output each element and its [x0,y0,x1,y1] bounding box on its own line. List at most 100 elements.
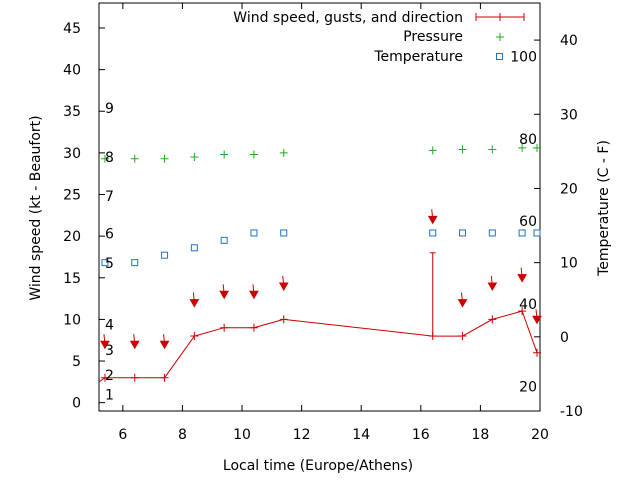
pressure-point [249,150,258,159]
temperature-point [429,229,437,237]
x-tick-label: 16 [412,427,430,443]
y-tick-label: 10 [63,312,81,328]
temperature-point [101,259,109,267]
legend-wind-label: Wind speed, gusts, and direction [233,10,463,26]
pressure-point [160,154,169,163]
x-tick-label: 8 [178,427,187,443]
beaufort-label: 6 [105,227,114,243]
wind-direction-arrow-head [129,340,140,350]
x-tick-label: 18 [471,427,489,443]
wind-speed-point [130,373,139,382]
wind-speed-point [458,332,467,341]
legend-wind-marker [496,13,504,21]
wind-speed-point [249,323,258,332]
wind-direction-arrow-head [517,274,527,283]
temperature-point [518,229,526,237]
beaufort-label: 7 [105,189,114,205]
x-tick-label: 10 [233,427,251,443]
wind-speed-point [518,307,527,316]
beaufort-label: 8 [105,150,114,166]
pressure-point [533,143,542,152]
beaufort-label: 1 [105,387,114,403]
y-axis-label: Wind speed (kt - Beaufort) [28,115,44,300]
wind-speed-point [100,373,109,382]
wind-speed-point [160,373,169,382]
wind-speed-point [220,323,229,332]
temperature-point [533,229,541,237]
data-layer [98,143,542,383]
wind-direction-arrow-head [427,215,438,225]
wind-direction-arrow-head [457,299,468,308]
plot-frame [98,2,541,412]
wind-speed-point [190,332,199,341]
label-layer: 6 8 10 12 14 16 18 20051015202530354045-1001020… [63,21,583,443]
pressure-point [220,150,229,159]
pressure-point [279,148,288,157]
wind-direction-arrow-head [100,340,110,350]
x-tick-label: 14 [352,427,370,443]
y-tick-label: 0 [72,396,81,412]
beaufort-label: 9 [105,101,114,117]
legend-temperature-label: Temperature [373,49,463,65]
wind-direction-arrow-head [249,290,259,300]
beaufort-label: 4 [105,317,114,333]
y-tick-label: 20 [63,229,81,245]
pressure-point [488,145,497,154]
y-tick-label: 45 [63,21,81,37]
y-tick-label: 30 [63,146,81,162]
y2-tick-label: 40 [560,33,578,49]
fahrenheit-label: 80 [519,132,537,148]
legend: Wind speed, gusts, and direction Pressur… [233,10,525,65]
fahrenheit-label: 40 [519,297,537,313]
y-tick-label: 25 [63,188,81,204]
y2-tick-label: -10 [560,404,583,420]
wind-speed-point [279,315,288,324]
wind-direction-arrow-head [189,299,200,308]
wind-direction-arrow-head [487,282,498,291]
beaufort-label: 5 [105,256,114,272]
y-tick-label: 5 [72,354,81,370]
fahrenheit-label: 100 [510,49,537,65]
temperature-point [220,236,228,244]
x-tick-label: 12 [293,427,311,443]
pressure-point [458,145,467,154]
wind-speed-point [533,348,542,357]
beaufort-label: 3 [105,343,114,359]
wind-direction-arrow-head [532,315,542,325]
fahrenheit-label: 60 [519,214,537,230]
pressure-point [130,154,139,163]
fahrenheit-label: 20 [519,380,537,396]
wind-direction-arrow-head [278,282,289,291]
pressure-point [518,143,527,152]
temperature-point [131,259,139,267]
y2-tick-label: 20 [560,181,578,197]
x-tick-label: 20 [531,427,549,443]
y2-tick-label: 30 [560,107,578,123]
temperature-point [250,229,258,237]
x-axis-label: Local time (Europe/Athens) [223,458,413,474]
temperature-point [459,229,467,237]
axes-layer [98,2,541,412]
x-tick-label: 6 [118,427,127,443]
legend-temperature-marker [496,53,503,60]
wind-direction-arrow-head [159,340,170,350]
temperature-point [280,229,288,237]
temperature-point [488,229,496,237]
temperature-point [190,244,198,252]
pressure-point [100,154,109,163]
y2-tick-label: 0 [560,330,569,346]
y2-axis-label: Temperature (C - F) [596,140,612,277]
y-tick-label: 35 [63,104,81,120]
wind-speed-point [488,315,497,324]
pressure-point [428,146,437,155]
pressure-point [190,153,199,162]
temperature-point [161,251,169,259]
legend-pressure-marker [496,33,504,41]
legend-pressure-label: Pressure [403,29,463,45]
y-tick-label: 40 [63,63,81,79]
y2-tick-label: 10 [560,256,578,272]
beaufort-label: 2 [105,368,114,384]
y-tick-label: 15 [63,271,81,287]
